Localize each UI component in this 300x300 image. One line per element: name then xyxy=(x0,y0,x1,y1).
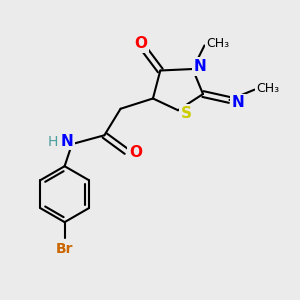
Text: Br: Br xyxy=(56,242,74,256)
Text: N: N xyxy=(231,95,244,110)
Text: H: H xyxy=(48,135,58,149)
Text: CH₃: CH₃ xyxy=(256,82,279,95)
Text: N: N xyxy=(60,134,73,149)
Text: O: O xyxy=(134,37,147,52)
Text: N: N xyxy=(194,59,206,74)
Text: S: S xyxy=(181,106,192,121)
Text: CH₃: CH₃ xyxy=(206,38,229,50)
Text: O: O xyxy=(129,146,142,160)
